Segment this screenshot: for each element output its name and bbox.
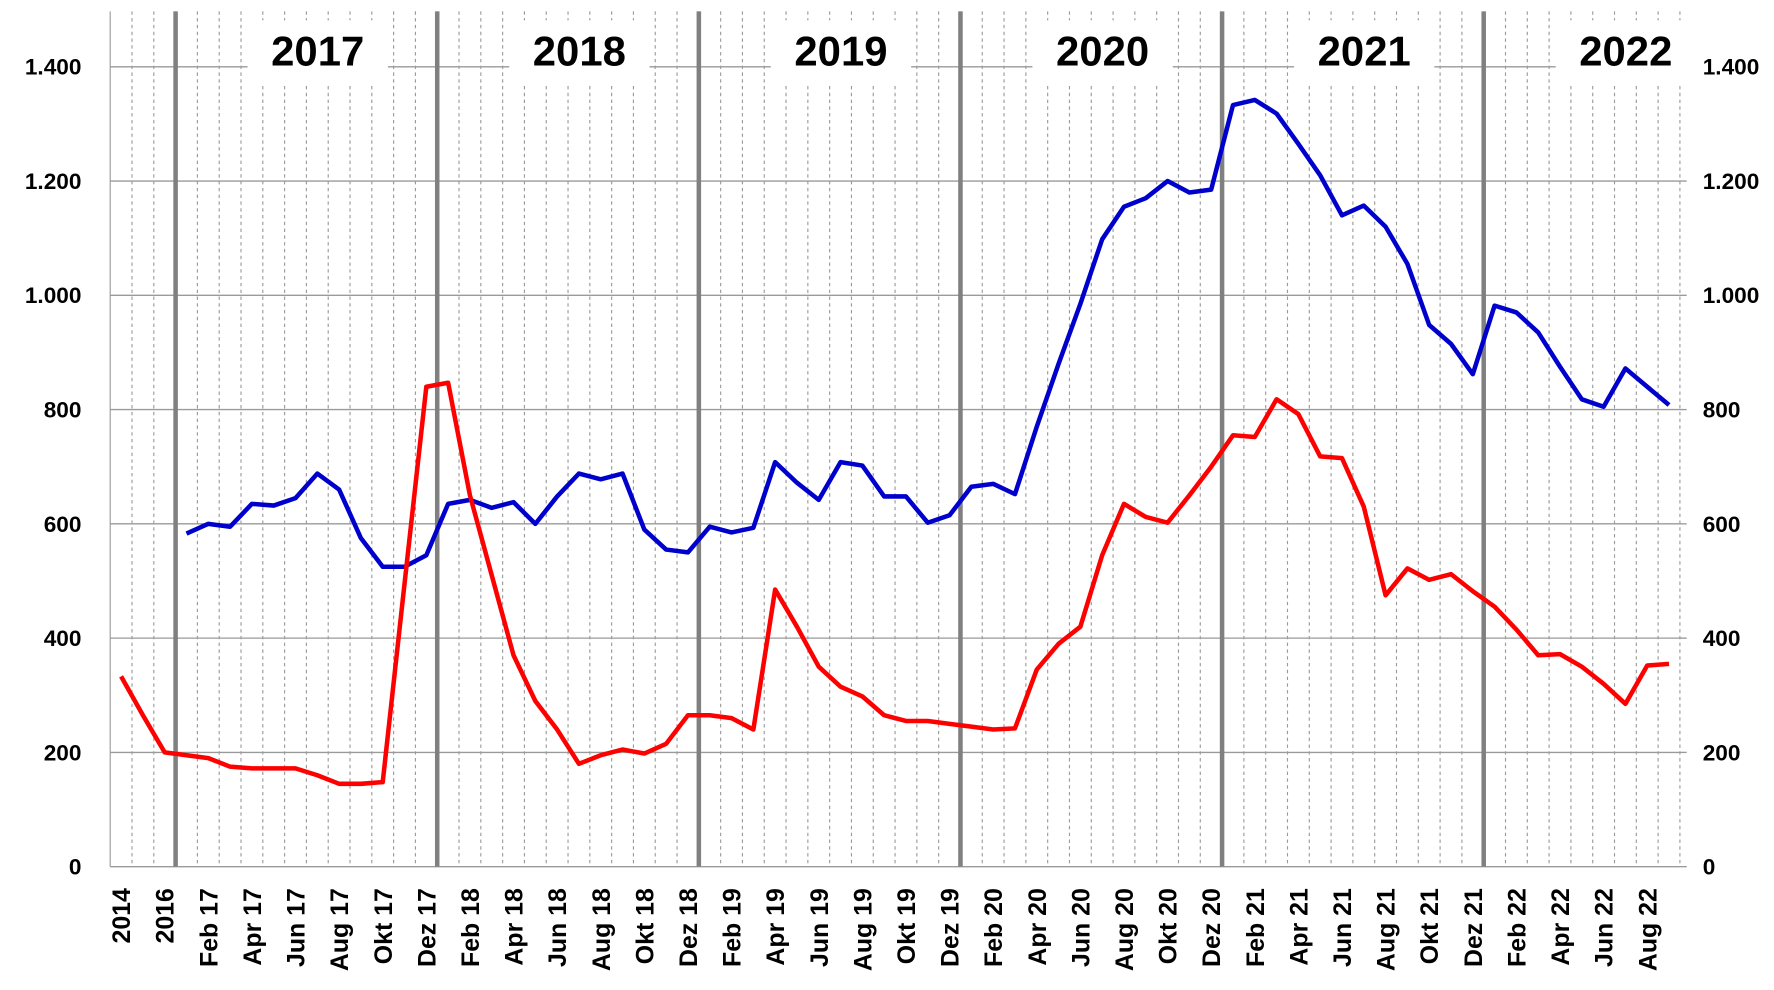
x-tick-label: Apr 18: [501, 888, 529, 966]
year-label: 2022: [1579, 28, 1672, 75]
y2-tick-label: 600: [1703, 512, 1741, 537]
y2-tick-label: 800: [1703, 398, 1741, 423]
x-tick-label: Aug 19: [849, 888, 877, 971]
x-tick-label: Feb 17: [195, 888, 223, 967]
x-tick-label: Dez 21: [1460, 888, 1488, 967]
x-tick-label: Jun 20: [1067, 888, 1095, 967]
y2-tick-label: 400: [1703, 626, 1741, 651]
x-tick-label: Jun 22: [1591, 888, 1619, 967]
y-tick-label: 800: [44, 398, 82, 423]
x-tick-label: Dez 20: [1198, 888, 1226, 967]
x-tick-label: 2014: [108, 888, 136, 944]
year-label-bg: [1032, 20, 1173, 87]
x-tick-label: Dez 17: [413, 888, 441, 967]
y-tick-label: 1.200: [25, 169, 82, 194]
series-line: [185, 97, 1671, 569]
y-tick-label: 1.400: [25, 55, 82, 80]
year-label-bg: [770, 20, 912, 87]
x-tick-label: Aug 17: [326, 888, 354, 971]
year-label: 2019: [794, 28, 887, 75]
x-tick-label: Apr 21: [1285, 888, 1313, 966]
x-tick-label: Jun 18: [544, 888, 572, 967]
x-tick-label: Feb 21: [1242, 888, 1270, 967]
y2-tick-label: 200: [1703, 740, 1741, 765]
year-label-bg: [1555, 20, 1696, 87]
x-tick-label: Feb 22: [1503, 888, 1531, 967]
x-tick-label: Jun 21: [1329, 888, 1357, 967]
x-tick-label: Okt 17: [370, 888, 398, 964]
x-tick-label: Jun 17: [283, 888, 311, 967]
year-label: 2018: [533, 28, 626, 75]
x-tick-label: Dez 18: [675, 888, 703, 967]
y-tick-label: 400: [44, 626, 82, 651]
y-tick-label: 0: [69, 855, 82, 880]
labels: 0 200 400 600 800 1.000 1.200 1.400 0 200 400 600 80…: [25, 20, 1759, 971]
year-label-bg: [247, 20, 388, 87]
x-tick-label: Aug 20: [1111, 888, 1139, 971]
x-tick-label: Jun 19: [806, 888, 834, 967]
x-tick-label: Okt 19: [893, 888, 921, 964]
x-tick-label: Apr 22: [1547, 888, 1575, 965]
x-tick-label: Okt 18: [631, 888, 659, 964]
y-tick-label: 200: [44, 740, 82, 765]
x-tick-label: Dez 19: [937, 888, 965, 967]
y-tick-label: 600: [44, 512, 82, 537]
year-label: 2021: [1318, 28, 1411, 75]
x-tick-label: Aug 21: [1373, 888, 1401, 971]
x-tick-label: Aug 22: [1634, 888, 1662, 971]
year-label-bg: [509, 20, 650, 87]
y2-tick-label: 1.000: [1703, 283, 1760, 308]
x-tick-label: Okt 21: [1416, 888, 1444, 964]
x-tick-label: Okt 20: [1155, 888, 1183, 964]
year-label-bg: [1294, 20, 1435, 87]
x-tick-label: Feb 18: [457, 888, 485, 967]
year-label: 2020: [1056, 28, 1149, 75]
x-tick-label: Feb 20: [980, 888, 1008, 967]
y-tick-label: 1.000: [25, 283, 82, 308]
year-label: 2017: [271, 28, 364, 75]
x-tick-label: Apr 17: [239, 888, 267, 965]
x-tick-label: Feb 19: [719, 888, 747, 967]
x-tick-label: Aug 18: [588, 888, 616, 971]
y2-tick-label: 1.400: [1703, 55, 1760, 80]
y2-tick-label: 1.200: [1703, 169, 1760, 194]
y2-tick-label: 0: [1703, 855, 1716, 880]
x-tick-label: Apr 19: [762, 888, 790, 965]
x-tick-label: Apr 20: [1024, 888, 1052, 965]
marks: [119, 97, 1671, 787]
series-line: [119, 380, 1670, 787]
x-tick-label: 2016: [152, 888, 180, 943]
